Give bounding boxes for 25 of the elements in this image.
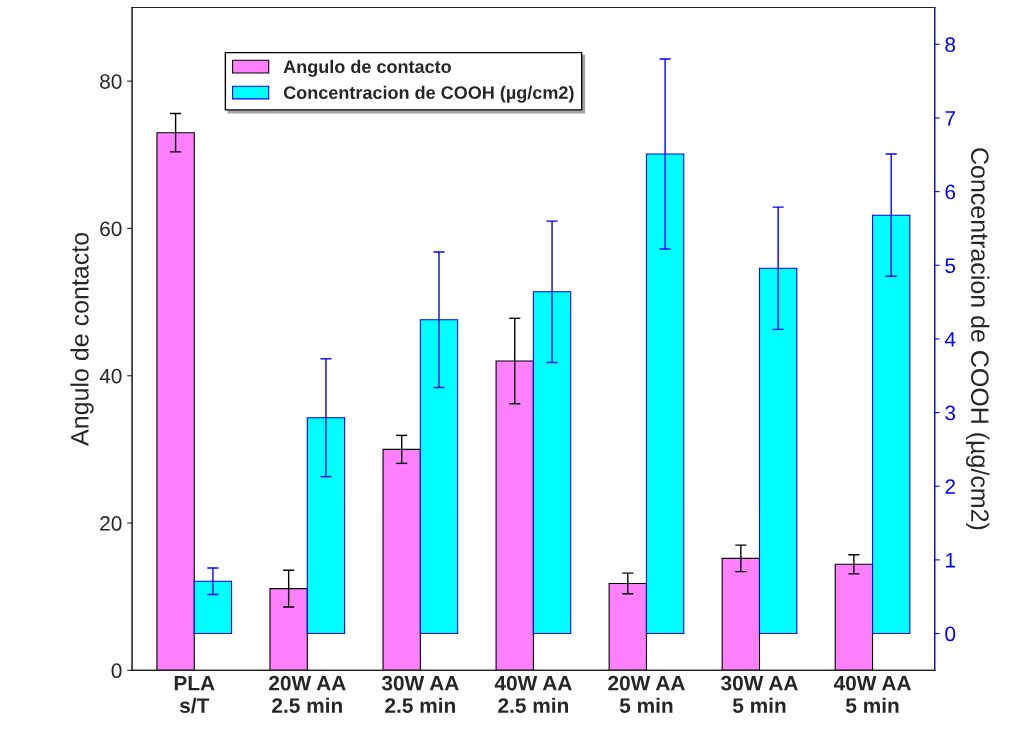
y2-tick-label: 2 <box>945 479 955 494</box>
x-tick-label: PLA s/T <box>174 675 215 714</box>
y-tick-label: 80 <box>100 74 122 89</box>
y2-tick-label: 5 <box>945 258 956 274</box>
y2-tick-label: 3 <box>945 405 956 421</box>
y-tick-label: 20 <box>100 516 122 531</box>
y2-tick-label: 0 <box>945 626 956 642</box>
x-tick-label: 40W AA 5 min <box>833 675 911 713</box>
x-tick-label: 20W AA 5 min <box>608 675 685 713</box>
y2-tick-label: 4 <box>944 332 956 347</box>
y-axis-title: Angulo de contacto <box>70 232 94 446</box>
y2-tick-label: 1 <box>946 553 956 568</box>
y2-axis-title: Concentracion de COOH (µg/cm2) <box>966 148 990 530</box>
x-tick-label: 30W AA 5 min <box>721 675 798 713</box>
x-tick-label: 30W AA 2.5 min <box>381 675 459 713</box>
y-tick-label: 40 <box>99 368 122 384</box>
y2-tick-label: 8 <box>945 37 956 53</box>
y2-tick-label: 6 <box>945 184 956 200</box>
y-tick-label: 60 <box>100 221 122 237</box>
x-tick-label: 40W AA 2.5 min <box>494 675 572 713</box>
x-tick-label: 20W AA 2.5 min <box>269 675 346 713</box>
y-tick-label: 0 <box>111 663 122 679</box>
y2-tick-label: 7 <box>945 111 955 126</box>
legend-label: Angulo de contacto <box>283 59 451 77</box>
legend-label: Concentracion de COOH (µg/cm2) <box>283 85 574 103</box>
